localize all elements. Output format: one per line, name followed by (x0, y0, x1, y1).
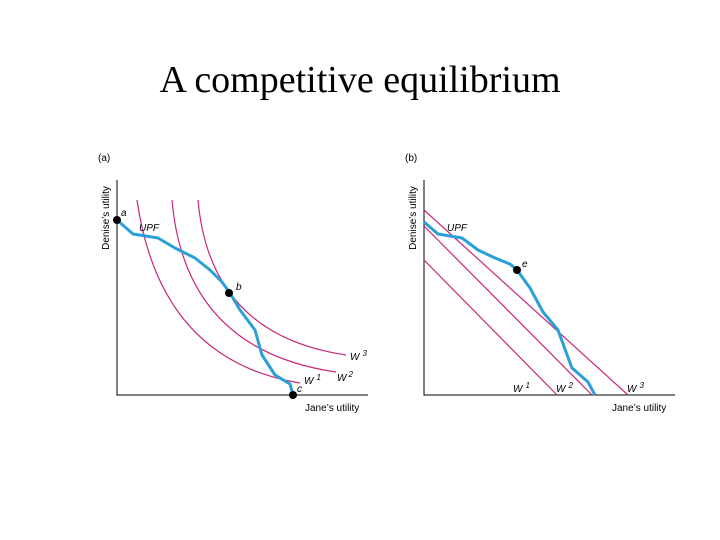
panel-tag: (b) (405, 153, 417, 164)
welfare-sup: 2 (347, 370, 353, 379)
welfare-curve (171, 199, 337, 373)
welfare-letter: W (556, 384, 567, 395)
welfare-letter: W (337, 373, 348, 384)
welfare-line (423, 259, 558, 396)
upf-curve (116, 218, 295, 396)
panel-b: (b) Denise’s utility Jane’s utility UPF … (405, 153, 675, 414)
point-label: e (522, 259, 528, 270)
welfare-sup: 1 (316, 373, 320, 382)
axes (116, 180, 368, 396)
welfare-sup: 2 (567, 381, 573, 390)
welfare-sup: 3 (362, 349, 367, 358)
point-label: a (121, 208, 127, 219)
welfare-letter: W (350, 352, 361, 363)
slide-title: A competitive equilibrium (159, 59, 560, 101)
welfare-sup: 3 (639, 381, 644, 390)
panel-tag: (a) (98, 153, 110, 164)
point (513, 266, 521, 274)
y-axis-label: Denise’s utility (408, 186, 419, 250)
point (289, 391, 297, 399)
x-axis-label: Jane’s utility (305, 403, 359, 414)
curve-label: UPF (447, 223, 468, 234)
panel-a: (a) Denise’s utility Jane’s utility UPF … (98, 153, 368, 414)
welfare-curve (197, 199, 347, 356)
point-label: b (236, 282, 242, 293)
welfare-letter: W (627, 384, 638, 395)
x-axis-label: Jane’s utility (612, 403, 666, 414)
welfare-line (423, 209, 629, 396)
welfare-curve (136, 199, 301, 384)
curve-label: UPF (139, 223, 160, 234)
welfare-letter: W (513, 384, 524, 395)
point-label: c (297, 384, 302, 395)
y-axis-label: Denise’s utility (101, 186, 112, 250)
welfare-sup: 1 (525, 381, 529, 390)
welfare-letter: W (304, 376, 315, 387)
point (113, 216, 121, 224)
welfare-line (423, 225, 593, 396)
point (225, 289, 233, 297)
upf-curve (423, 220, 597, 396)
